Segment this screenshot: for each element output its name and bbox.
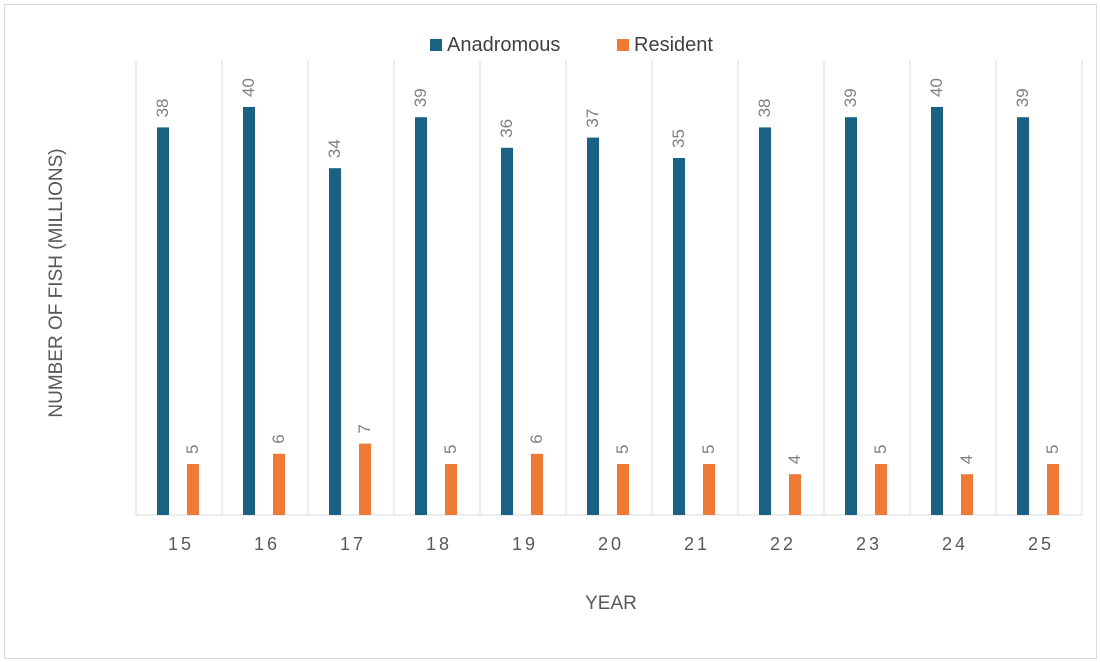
bar-anadromous-18: [415, 117, 427, 515]
bar-resident-16: [273, 453, 285, 515]
legend-swatch-anadromous: [430, 39, 442, 51]
legend-label-anadromous: Anadromous: [447, 34, 560, 56]
legend-swatch-resident: [617, 39, 629, 51]
bar-resident-15: [187, 464, 199, 515]
bar-anadromous-22: [759, 127, 771, 516]
bar-resident-22: [789, 474, 801, 515]
data-label-anadromous-23: 39: [841, 88, 860, 107]
bar-anadromous-15: [157, 127, 169, 516]
bar-anadromous-16: [243, 107, 255, 515]
bar-anadromous-20: [587, 137, 599, 515]
bar-anadromous-19: [501, 147, 513, 516]
bar-anadromous-23: [845, 117, 857, 515]
x-tick-label: 23: [856, 534, 882, 554]
bar-anadromous-24: [931, 107, 943, 515]
data-label-resident-20: 5: [613, 445, 632, 454]
data-label-resident-25: 5: [1043, 445, 1062, 454]
bar-resident-24: [961, 474, 973, 515]
bar-resident-19: [531, 453, 543, 515]
data-label-resident-23: 5: [871, 445, 890, 454]
data-label-anadromous-25: 39: [1013, 88, 1032, 107]
x-axis-title: YEAR: [585, 593, 637, 614]
bar-resident-18: [445, 464, 457, 515]
bar-resident-17: [359, 443, 371, 515]
data-label-resident-21: 5: [699, 445, 718, 454]
data-label-resident-24: 4: [957, 455, 976, 464]
bar-resident-21: [703, 464, 715, 515]
data-label-anadromous-24: 40: [927, 78, 946, 97]
data-label-anadromous-16: 40: [239, 78, 258, 97]
data-label-anadromous-22: 38: [755, 98, 774, 117]
x-tick-label: 19: [512, 534, 538, 554]
data-label-resident-18: 5: [441, 445, 460, 454]
x-tick-label: 17: [340, 534, 366, 554]
data-label-resident-15: 5: [183, 445, 202, 454]
bar-anadromous-17: [329, 168, 341, 515]
bar-resident-20: [617, 464, 629, 515]
data-label-anadromous-19: 36: [497, 119, 516, 138]
data-label-resident-16: 6: [269, 434, 288, 443]
data-label-anadromous-20: 37: [583, 109, 602, 128]
x-tick-label: 18: [426, 534, 452, 554]
data-label-resident-22: 4: [785, 455, 804, 464]
legend: Anadromous Resident: [430, 34, 713, 56]
data-label-resident-19: 6: [527, 434, 546, 443]
data-label-anadromous-15: 38: [153, 98, 172, 117]
x-tick-label: 25: [1028, 534, 1054, 554]
y-axis-title: NUMBER OF FISH (MILLIONS): [46, 148, 67, 417]
data-labels: 38 5 40 6 34 7 39 5 36 6 37 5 35 5 38 4 39 5 40 4 39 5: [153, 78, 1062, 464]
x-tick-label: 20: [598, 534, 624, 554]
bar-anadromous-25: [1017, 117, 1029, 515]
bar-resident-25: [1047, 464, 1059, 515]
chart-frame: [4, 4, 1097, 659]
x-tick-label: 24: [942, 534, 968, 554]
x-tick-labels: 15 16 17 18 19 20 21 22 23 24 25: [168, 534, 1054, 554]
data-label-anadromous-18: 39: [411, 88, 430, 107]
bar-resident-23: [875, 464, 887, 515]
data-label-anadromous-17: 34: [325, 139, 344, 158]
data-label-anadromous-21: 35: [669, 129, 688, 148]
legend-label-resident: Resident: [634, 34, 713, 56]
bars: [157, 107, 1059, 516]
x-tick-label: 21: [684, 534, 710, 554]
category-grid: [135, 60, 1083, 516]
x-tick-label: 16: [254, 534, 280, 554]
x-tick-label: 15: [168, 534, 194, 554]
bar-anadromous-21: [673, 158, 685, 515]
x-tick-label: 22: [770, 534, 796, 554]
data-label-resident-17: 7: [355, 424, 374, 433]
